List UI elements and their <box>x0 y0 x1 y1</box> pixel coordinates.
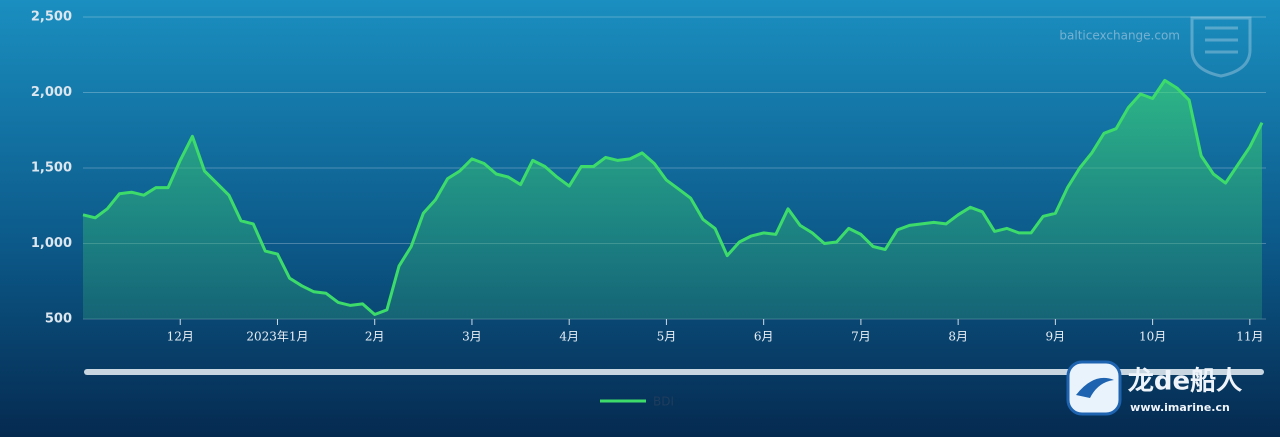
y-tick-label: 2,500 <box>31 10 72 25</box>
y-tick-label: 1,000 <box>31 236 72 251</box>
x-tick-label: 9月 <box>1046 330 1066 344</box>
watermark: balticexchange.com <box>1059 29 1180 43</box>
legend-label[interactable]: BDI <box>653 395 674 409</box>
y-tick-label: 1,500 <box>31 161 72 176</box>
watermark-url: www.imarine.cn <box>1130 401 1230 414</box>
x-tick-label: 7月 <box>851 330 871 344</box>
x-tick-label: 4月 <box>559 330 579 344</box>
plot-area: 500 1,000 1,500 2,000 2,500 12月 2023年1月 2月 3月 4月 5… <box>31 10 1266 344</box>
x-tick-label: 6月 <box>754 330 774 344</box>
x-tick-label: 12月 <box>167 330 194 344</box>
x-tick-label: 2023年1月 <box>246 330 308 344</box>
x-tick-label: 8月 <box>948 330 968 344</box>
x-tick-label: 5月 <box>657 330 677 344</box>
area <box>83 80 1262 320</box>
x-tick-label: 3月 <box>462 330 482 344</box>
y-tick-label: 500 <box>45 312 72 327</box>
scrollbar[interactable] <box>84 369 1264 375</box>
imarine-logo: 龙de船人 www.imarine.cn <box>1066 360 1242 416</box>
baltic-logo <box>1190 16 1252 78</box>
watermark-brand: 龙de船人 <box>1128 366 1242 397</box>
y-tick-label: 2,000 <box>31 85 72 100</box>
line <box>82 78 1264 316</box>
x-tick-label: 10月 <box>1139 330 1166 344</box>
x-tick-label: 11月 <box>1236 330 1263 344</box>
x-tick-label: 2月 <box>365 330 385 344</box>
